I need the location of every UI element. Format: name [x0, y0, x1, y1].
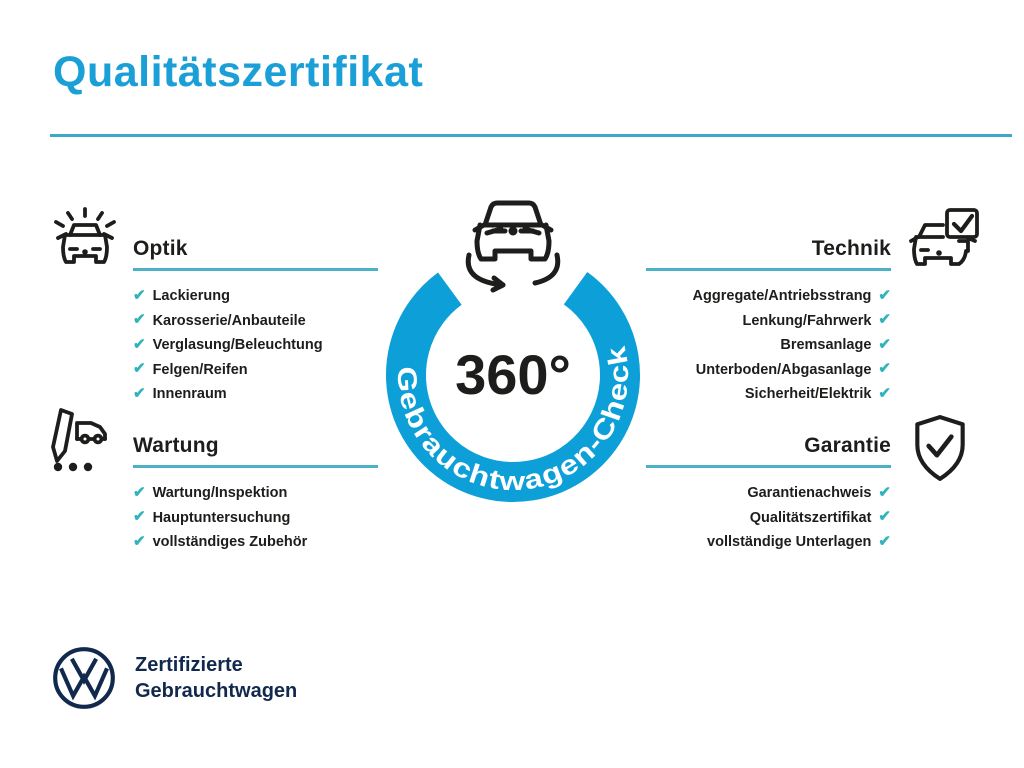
- check-icon: ✔: [878, 286, 891, 304]
- check-icon: ✔: [878, 360, 891, 378]
- list-item: Aggregate/Antriebsstrang ✔: [646, 284, 891, 309]
- list-item-label: vollständiges Zubehör: [152, 534, 308, 551]
- list-item-label: Verglasung/Beleuchtung: [152, 337, 323, 354]
- badge-360-check: Gebrauchtwagen-Check 360°: [363, 193, 663, 505]
- list-item-label: Lenkung/Fahrwerk: [742, 312, 872, 329]
- check-icon: ✔: [878, 532, 891, 550]
- list-item: ✔ Hauptuntersuchung: [133, 506, 378, 531]
- check-icon: ✔: [878, 508, 891, 526]
- check-icon: ✔: [133, 508, 146, 526]
- brand-claim: Zertifizierte Gebrauchtwagen: [135, 652, 297, 704]
- section-garantie: Garantie Garantienachweis ✔ Qualitätszert…: [646, 434, 891, 555]
- list-item-label: Lackierung: [152, 288, 230, 305]
- list-item: ✔ Wartung/Inspektion: [133, 481, 378, 506]
- list-item-label: vollständige Unterlagen: [707, 534, 872, 551]
- check-icon: ✔: [878, 384, 891, 402]
- section-technik: Technik Aggregate/Antriebsstrang ✔ Lenkun…: [646, 237, 891, 407]
- list-item: Bremsanlage ✔: [646, 333, 891, 358]
- list-item: vollständige Unterlagen ✔: [646, 530, 891, 555]
- check-icon: ✔: [878, 483, 891, 501]
- list-item-label: Innenraum: [152, 386, 227, 403]
- section-wartung-title: Wartung: [133, 434, 219, 457]
- brand-claim-line2: Gebrauchtwagen: [135, 680, 298, 702]
- check-icon: ✔: [878, 335, 891, 353]
- section-technik-divider: [646, 268, 891, 271]
- car-shine-icon: [46, 207, 124, 273]
- list-item-label: Wartung/Inspektion: [152, 485, 288, 502]
- section-wartung-list: ✔ Wartung/Inspektion ✔ Hauptuntersuchung ✔…: [133, 481, 378, 555]
- check-icon: ✔: [133, 384, 146, 402]
- check-icon: ✔: [133, 335, 146, 353]
- check-icon: ✔: [133, 311, 146, 329]
- check-icon: ✔: [133, 360, 146, 378]
- list-item: ✔ Lackierung: [133, 284, 378, 309]
- section-wartung-divider: [133, 465, 378, 468]
- section-technik-list: Aggregate/Antriebsstrang ✔ Lenkung/Fahrwe…: [646, 284, 891, 407]
- footer-brand: Zertifizierte Gebrauchtwagen: [52, 646, 297, 710]
- list-item-label: Hauptuntersuchung: [152, 509, 291, 526]
- section-optik: Optik ✔ Lackierung ✔ Karosserie/Anbauteile…: [133, 237, 378, 407]
- list-item-label: Qualitätszertifikat: [749, 509, 872, 526]
- list-item-label: Bremsanlage: [780, 337, 872, 354]
- list-item-label: Karosserie/Anbauteile: [152, 312, 306, 329]
- list-item: ✔ Verglasung/Beleuchtung: [133, 333, 378, 358]
- section-garantie-divider: [646, 465, 891, 468]
- list-item: Sicherheit/Elektrik ✔: [646, 382, 891, 407]
- check-icon: ✔: [133, 286, 146, 304]
- degree-value: 360°: [455, 343, 571, 406]
- car-checkbox-icon: [903, 208, 981, 274]
- section-wartung: Wartung ✔ Wartung/Inspektion ✔ Hauptunters…: [133, 434, 378, 555]
- check-icon: ✔: [133, 532, 146, 550]
- section-optik-list: ✔ Lackierung ✔ Karosserie/Anbauteile ✔ Verg…: [133, 284, 378, 407]
- section-garantie-list: Garantienachweis ✔ Qualitätszertifikat ✔ v…: [646, 481, 891, 555]
- list-item-label: Sicherheit/Elektrik: [744, 386, 872, 403]
- list-item: Qualitätszertifikat ✔: [646, 506, 891, 531]
- shield-check-icon: [911, 414, 969, 482]
- brand-claim-line1: Zertifizierte: [135, 654, 243, 676]
- list-item-label: Aggregate/Antriebsstrang: [692, 288, 872, 305]
- title-divider: [50, 134, 1012, 137]
- service-checklist-icon: [46, 408, 118, 476]
- section-garantie-title: Garantie: [804, 434, 891, 457]
- list-item: ✔ vollständiges Zubehör: [133, 530, 378, 555]
- section-optik-divider: [133, 268, 378, 271]
- list-item-label: Garantienachweis: [747, 485, 872, 502]
- car-rotate-360-icon: [465, 200, 561, 293]
- page-title: Qualitätszertifikat: [53, 48, 424, 96]
- check-icon: ✔: [878, 311, 891, 329]
- list-item: Lenkung/Fahrwerk ✔: [646, 309, 892, 334]
- list-item: Garantienachweis ✔: [646, 481, 891, 506]
- list-item: ✔ Felgen/Reifen: [133, 358, 378, 383]
- section-optik-title: Optik: [133, 237, 188, 260]
- list-item-label: Unterboden/Abgasanlage: [695, 361, 872, 378]
- list-item: ✔ Karosserie/Anbauteile: [133, 309, 378, 334]
- vw-logo: [53, 647, 115, 709]
- list-item-label: Felgen/Reifen: [152, 361, 248, 378]
- list-item: Unterboden/Abgasanlage ✔: [646, 358, 891, 383]
- section-technik-title: Technik: [811, 237, 891, 260]
- list-item: ✔ Innenraum: [133, 382, 378, 407]
- check-icon: ✔: [133, 483, 146, 501]
